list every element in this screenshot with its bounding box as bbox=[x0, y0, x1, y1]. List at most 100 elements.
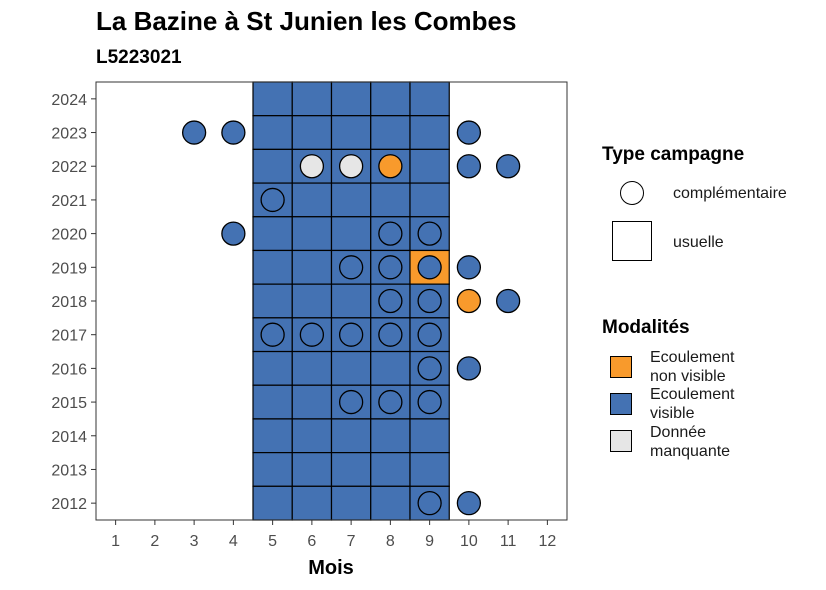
complementaire-point-2022-10 bbox=[456, 154, 482, 179]
complementaire-point-2019-7 bbox=[338, 255, 364, 280]
usuelle-cell-2015-6 bbox=[291, 384, 333, 420]
complementaire-point-2020-4 bbox=[221, 221, 246, 246]
complementaire-point-2015-9 bbox=[417, 389, 442, 415]
usuelle-cell-2013-8 bbox=[370, 452, 411, 487]
usuelle-cell-2024-6 bbox=[291, 81, 333, 117]
x-axis-title: Mois bbox=[308, 557, 354, 579]
usuelle-cell-2014-8 bbox=[370, 418, 411, 454]
usuelle-cell-2014-9 bbox=[409, 418, 450, 454]
chart-subtitle: L5223021 bbox=[96, 47, 182, 68]
complementaire-point-2015-8 bbox=[378, 389, 403, 415]
usuelle-cell-2016-5 bbox=[252, 350, 293, 386]
x-tick-label-1: 1 bbox=[111, 533, 120, 550]
usuelle-cell-2023-9 bbox=[409, 115, 450, 150]
x-tick-label-7: 7 bbox=[347, 533, 356, 550]
usuelle-cell-2016-6 bbox=[291, 350, 333, 386]
legend-mod-label-visible: Ecoulement visible bbox=[650, 386, 735, 422]
y-tick-label-2019: 2019 bbox=[51, 260, 87, 277]
y-tick-label-2017: 2017 bbox=[51, 328, 87, 345]
y-tick-label-2014: 2014 bbox=[51, 429, 87, 446]
complementaire-point-2017-6 bbox=[299, 322, 325, 347]
complementaire-point-2017-8 bbox=[378, 322, 403, 347]
y-tick-label-2023: 2023 bbox=[51, 126, 87, 143]
usuelle-cell-2024-9 bbox=[409, 81, 450, 117]
usuelle-cell-2023-7 bbox=[330, 115, 372, 150]
complementaire-point-2012-9 bbox=[417, 491, 442, 516]
usuelle-cell-2020-5 bbox=[252, 216, 293, 252]
x-tick-label-12: 12 bbox=[538, 533, 556, 550]
usuelle-cell-2021-7 bbox=[330, 182, 372, 218]
x-tick-label-2: 2 bbox=[150, 533, 159, 550]
complementaire-point-2019-10 bbox=[456, 255, 482, 280]
legend-mod-title: Modalités bbox=[602, 317, 690, 338]
usuelle-cell-2013-6 bbox=[291, 452, 333, 487]
usuelle-cell-2019-5 bbox=[252, 249, 293, 285]
legend-swatch-non-visible bbox=[610, 356, 632, 378]
legend-circle-key bbox=[620, 181, 644, 205]
legend-type-label-usuelle: usuelle bbox=[673, 234, 724, 251]
y-tick-label-2022: 2022 bbox=[51, 159, 87, 176]
complementaire-point-2018-8 bbox=[378, 288, 403, 314]
usuelle-cell-2022-5 bbox=[252, 148, 293, 184]
complementaire-point-2016-10 bbox=[456, 356, 482, 381]
usuelle-cell-2024-5 bbox=[252, 81, 293, 117]
legend-mod-label-non-visible: Ecoulement non visible bbox=[650, 349, 735, 385]
complementaire-point-2020-9 bbox=[417, 221, 442, 246]
complementaire-point-2020-8 bbox=[378, 221, 403, 246]
usuelle-cell-2018-7 bbox=[330, 283, 372, 319]
usuelle-cell-2013-7 bbox=[330, 452, 372, 487]
usuelle-cell-2012-5 bbox=[252, 485, 293, 521]
complementaire-point-2019-8 bbox=[378, 255, 403, 280]
usuelle-cell-2023-8 bbox=[370, 115, 411, 150]
legend-type-title: Type campagne bbox=[602, 144, 745, 165]
usuelle-cell-2015-5 bbox=[252, 384, 293, 420]
chart-title: La Bazine à St Junien les Combes bbox=[96, 6, 517, 36]
y-axis: 2012 2013 2014 2015 2016 2017 2018 2019 2020 2021… bbox=[51, 92, 96, 513]
usuelle-cell-2013-9 bbox=[409, 452, 450, 487]
x-tick-label-9: 9 bbox=[425, 533, 434, 550]
complementaire-point-2022-11 bbox=[495, 154, 521, 179]
complementaire-point-2019-9 bbox=[417, 255, 442, 280]
y-tick-label-2015: 2015 bbox=[51, 395, 87, 412]
usuelle-cell-2024-7 bbox=[330, 81, 372, 117]
usuelle-cell-2018-6 bbox=[291, 283, 333, 319]
usuelle-cell-2012-7 bbox=[330, 485, 372, 521]
usuelle-cell-2020-7 bbox=[330, 216, 372, 252]
complementaire-points bbox=[181, 120, 521, 516]
usuelle-cell-2016-7 bbox=[330, 350, 372, 386]
usuelle-cell-2020-6 bbox=[291, 216, 333, 252]
usuelle-cell-2024-8 bbox=[370, 81, 411, 117]
legend-swatch-missing bbox=[610, 430, 632, 452]
usuelle-cell-2013-5 bbox=[252, 452, 293, 487]
complementaire-point-2015-7 bbox=[338, 389, 364, 415]
x-tick-label-11: 11 bbox=[500, 533, 517, 550]
usuelle-cell-2023-6 bbox=[291, 115, 333, 150]
complementaire-point-2017-5 bbox=[260, 322, 285, 347]
usuelle-cell-2014-7 bbox=[330, 418, 372, 454]
y-tick-label-2024: 2024 bbox=[51, 92, 87, 109]
complementaire-point-2018-10 bbox=[456, 288, 482, 314]
complementaire-point-2023-10 bbox=[456, 120, 482, 145]
usuelle-cell-2012-6 bbox=[291, 485, 333, 521]
usuelle-cell-2023-5 bbox=[252, 115, 293, 150]
legend-swatch-visible bbox=[610, 393, 632, 415]
x-tick-label-4: 4 bbox=[229, 533, 238, 550]
complementaire-point-2022-6 bbox=[299, 154, 325, 179]
x-tick-label-3: 3 bbox=[190, 533, 199, 550]
usuelle-cell-2014-5 bbox=[252, 418, 293, 454]
usuelle-cell-2019-6 bbox=[291, 249, 333, 285]
y-tick-label-2012: 2012 bbox=[51, 496, 87, 513]
complementaire-point-2017-9 bbox=[417, 322, 442, 347]
complementaire-point-2023-3 bbox=[181, 120, 207, 145]
legend-square-key bbox=[612, 221, 652, 261]
usuelle-cell-2021-9 bbox=[409, 182, 450, 218]
complementaire-point-2018-9 bbox=[417, 288, 442, 314]
complementaire-point-2018-11 bbox=[495, 288, 521, 314]
usuelle-cell-2018-5 bbox=[252, 283, 293, 319]
y-tick-label-2020: 2020 bbox=[51, 227, 87, 244]
y-tick-label-2018: 2018 bbox=[51, 294, 87, 311]
y-tick-label-2021: 2021 bbox=[51, 193, 87, 210]
usuelle-cell-2021-8 bbox=[370, 182, 411, 218]
legend-type-label-complementaire: complémentaire bbox=[673, 185, 787, 202]
y-tick-label-2016: 2016 bbox=[51, 361, 87, 378]
